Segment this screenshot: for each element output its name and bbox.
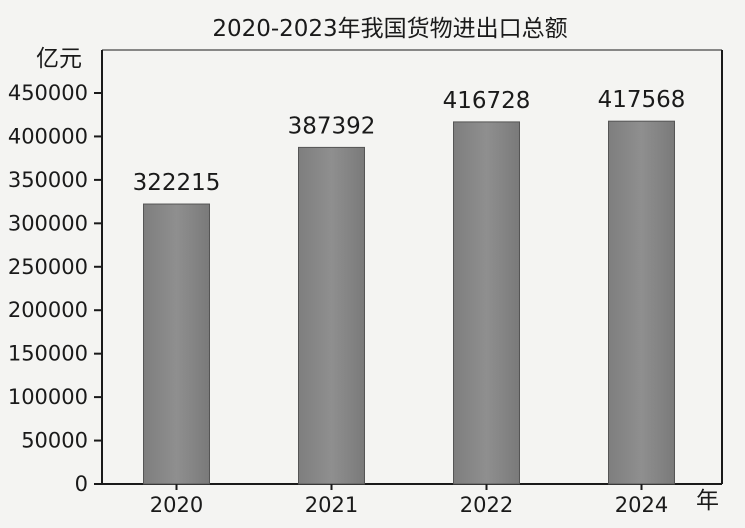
bar — [298, 146, 365, 485]
data-label: 387392 — [288, 113, 376, 139]
y-tick-label: 300000 — [8, 211, 88, 235]
x-axis-ticks: 2020 2021 2022 2024 — [150, 484, 668, 517]
y-tick-label: 200000 — [8, 298, 88, 322]
x-tick-label: 2024 — [615, 493, 668, 517]
y-tick-label: 450000 — [8, 81, 88, 105]
y-axis-ticks: 0 50000 100000 150000 200000 250000 300000 3500… — [8, 81, 102, 496]
data-label: 322215 — [133, 170, 221, 196]
bar — [143, 203, 210, 485]
x-tick-label: 2021 — [305, 493, 358, 517]
y-tick-label: 150000 — [8, 342, 88, 366]
y-tick-label: 50000 — [21, 429, 88, 453]
data-labels: 322215 387392 416728 417568 — [133, 87, 686, 196]
y-tick-label: 100000 — [8, 385, 88, 409]
y-tick-label: 0 — [75, 472, 88, 496]
y-tick-label: 250000 — [8, 255, 88, 279]
y-tick-label: 350000 — [8, 168, 88, 192]
data-label: 416728 — [443, 88, 531, 114]
y-axis-label: 亿元 — [36, 46, 82, 72]
x-tick-label: 2020 — [150, 493, 203, 517]
x-axis-label: 年 — [696, 488, 719, 514]
bar — [453, 121, 520, 485]
y-tick-label: 400000 — [8, 124, 88, 148]
bar — [608, 120, 675, 485]
chart-title: 2020-2023年我国货物进出口总额 — [212, 16, 567, 42]
x-tick-label: 2022 — [460, 493, 513, 517]
bar-series — [143, 120, 675, 485]
data-label: 417568 — [598, 87, 686, 113]
